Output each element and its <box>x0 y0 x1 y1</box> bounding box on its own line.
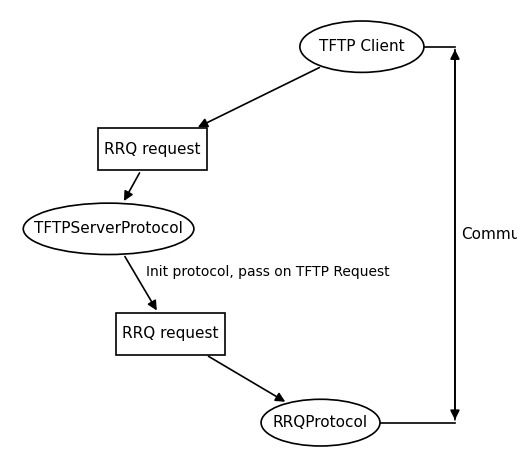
FancyBboxPatch shape <box>98 128 207 170</box>
Text: RRQ request: RRQ request <box>123 326 219 341</box>
Text: Communication: Communication <box>461 227 517 242</box>
Text: Init protocol, pass on TFTP Request: Init protocol, pass on TFTP Request <box>146 265 390 279</box>
Text: TFTPServerProtocol: TFTPServerProtocol <box>34 221 183 236</box>
FancyBboxPatch shape <box>116 313 225 355</box>
Ellipse shape <box>300 21 424 72</box>
Text: RRQ request: RRQ request <box>104 142 201 157</box>
Text: RRQProtocol: RRQProtocol <box>273 415 368 430</box>
Ellipse shape <box>261 399 380 446</box>
Ellipse shape <box>23 203 194 255</box>
Text: TFTP Client: TFTP Client <box>319 39 405 54</box>
